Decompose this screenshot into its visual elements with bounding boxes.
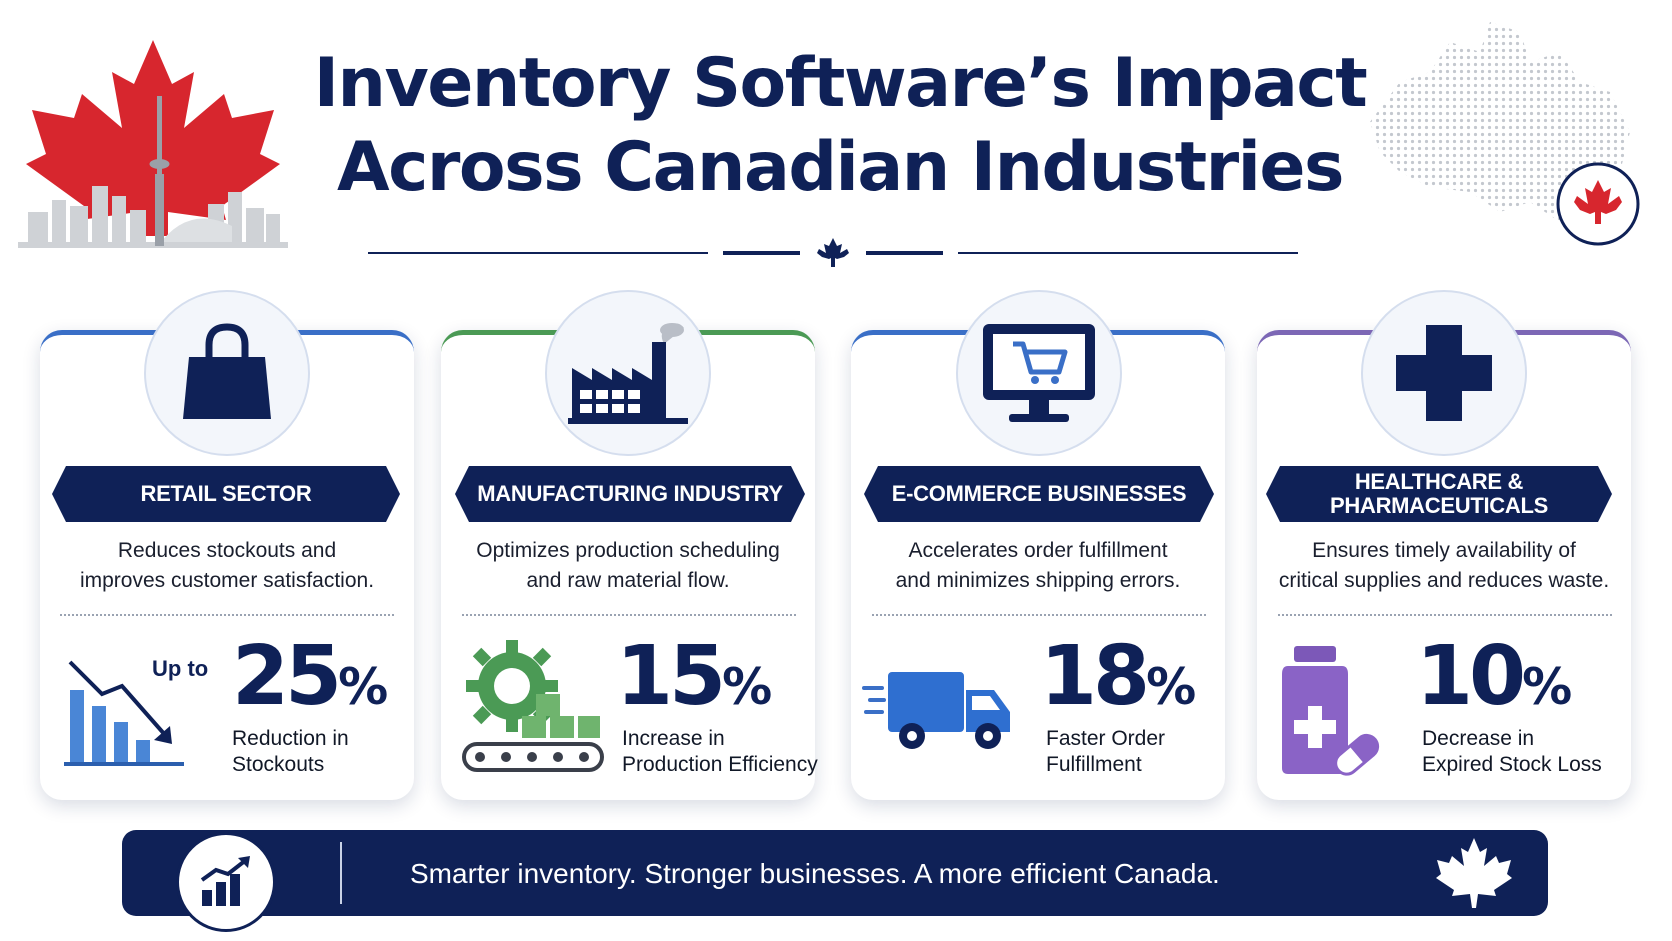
healthcare-banner: HEALTHCARE & PHARMACEUTICALS	[1266, 466, 1612, 522]
manufacturing-stat: 15%	[616, 629, 773, 724]
monitor-cart-icon	[983, 324, 1095, 422]
manufacturing-icon-circle	[545, 290, 711, 456]
healthcare-divider	[1278, 614, 1612, 616]
ecommerce-title: E-COMMERCE BUSINESSES	[891, 481, 1187, 506]
ecommerce-banner: E-COMMERCE BUSINESSES	[864, 466, 1214, 522]
growth-chart-icon	[200, 856, 250, 906]
retail-icon-circle	[144, 290, 310, 456]
healthcare-stat: 10%	[1416, 629, 1573, 724]
retail-banner: RETAIL SECTOR	[52, 466, 400, 522]
medical-cross-icon	[1396, 325, 1492, 421]
healthcare-icon-circle	[1361, 290, 1527, 456]
factory-icon	[568, 323, 688, 424]
retail-stat: 25%	[232, 629, 389, 724]
healthcare-title-line-2: PHARMACEUTICALS	[1330, 493, 1548, 518]
ecommerce-stat-caption: Faster Order Fulfillment	[1046, 727, 1166, 776]
retail-prefix: Up to	[152, 656, 209, 681]
retail-stat-caption: Reduction in Stockouts	[232, 727, 349, 776]
retail-title: RETAIL SECTOR	[140, 481, 312, 506]
ecommerce-description: Accelerates order fulfillment and minimi…	[895, 539, 1181, 592]
delivery-truck-icon	[862, 672, 1010, 749]
page-title: Inventory Software’s Impact Across Canad…	[300, 42, 1380, 210]
retail-divider	[60, 614, 394, 616]
title-line-2: Across Canadian Industries	[336, 128, 1345, 207]
healthcare-stat-caption: Decrease in Expired Stock Loss	[1422, 727, 1602, 776]
ecommerce-divider	[872, 614, 1206, 616]
gear-conveyor-icon	[462, 640, 604, 772]
manufacturing-description: Optimizes production scheduling and raw …	[476, 539, 780, 592]
toronto-skyline-maple-leaf-icon	[18, 40, 288, 248]
footer-separator	[340, 842, 342, 904]
footer-icon-circle	[176, 832, 276, 932]
medicine-bottle-icon	[1282, 646, 1380, 776]
maple-leaf-icon	[1436, 838, 1512, 908]
ecommerce-stat: 18%	[1040, 629, 1197, 724]
title-divider	[368, 238, 1298, 267]
healthcare-title-line-1: HEALTHCARE &	[1354, 469, 1524, 494]
footer-banner	[122, 830, 1548, 916]
manufacturing-divider	[462, 614, 796, 616]
title-line-1: Inventory Software’s Impact	[313, 44, 1368, 123]
shopping-bag-icon	[183, 323, 271, 419]
manufacturing-title: MANUFACTURING INDUSTRY	[477, 481, 783, 506]
footer-tagline: Smarter inventory. Stronger businesses. …	[410, 858, 1220, 889]
canada-map-icon	[1370, 22, 1640, 246]
maple-leaf-icon	[817, 238, 849, 267]
healthcare-description: Ensures timely availability of critical …	[1278, 539, 1610, 592]
ecommerce-icon-circle	[956, 290, 1122, 456]
manufacturing-banner: MANUFACTURING INDUSTRY	[455, 466, 805, 522]
retail-description: Reduces stockouts and improves customer …	[79, 539, 375, 592]
manufacturing-stat-caption: Increase in Production Efficiency	[622, 727, 818, 776]
declining-bar-chart-icon	[64, 660, 184, 766]
